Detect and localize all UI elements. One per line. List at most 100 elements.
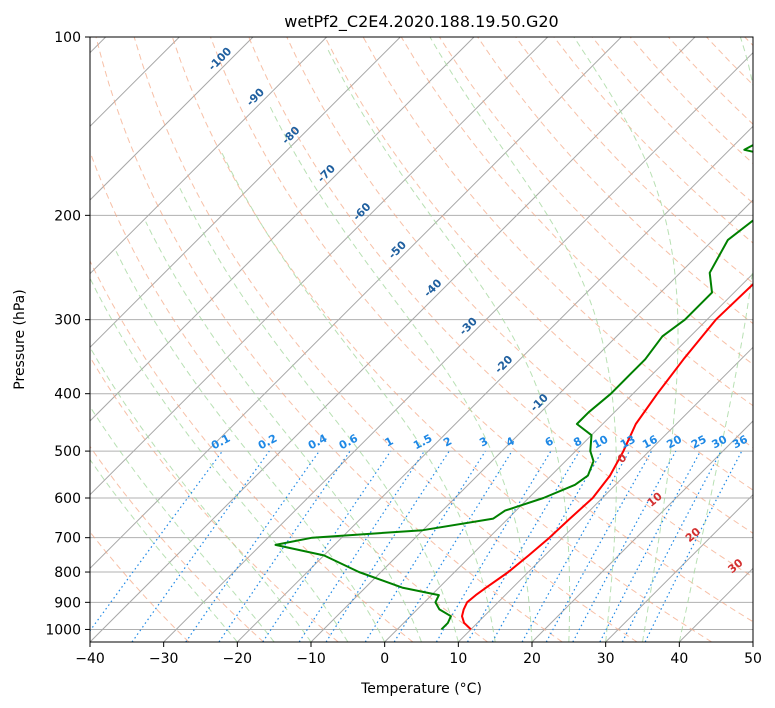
plot-frame: [89, 36, 754, 643]
x-axis-ticks: −40 −30 −20 −10 0 10 20 30 40 50: [75, 642, 762, 667]
mixing-ratio-line: [599, 450, 702, 642]
mixing-ratio-line: [185, 450, 320, 642]
dry-adiabat-line: [515, 37, 753, 284]
dry-adiabat-label: -100: [206, 44, 235, 73]
mixing-ratio-line: [90, 450, 223, 632]
dry-adiabat-label: -30: [457, 314, 480, 337]
dry-adiabat-label: -60: [350, 200, 373, 223]
isotherm-line: [457, 346, 753, 642]
moist-adiabats: [90, 37, 753, 642]
mixing-ratio-line: [393, 450, 513, 642]
dry-adiabat-line: [324, 37, 753, 491]
moist-adiabat-line: [90, 346, 312, 642]
dry-adiabat-line: [90, 356, 339, 642]
mixing-ratio-label: 25: [689, 433, 709, 452]
x-tick-label: 40: [670, 651, 688, 667]
mixing-ratio-label: 30: [710, 433, 730, 452]
moist-adiabat-line: [90, 405, 275, 642]
moist-adiabat-line: [327, 49, 571, 642]
mixing-ratio-label: 0.2: [256, 432, 279, 453]
dry-adiabat-line: [210, 37, 753, 623]
dry-adiabat-label: -80: [279, 124, 302, 147]
dry-adiabat-line: [95, 37, 563, 642]
y-tick-label: 1000: [45, 622, 81, 638]
moist-adiabat-line: [90, 458, 238, 642]
isotherm-line: [90, 37, 696, 642]
moist-adiabat-line: [268, 104, 533, 642]
isotherm-line: [90, 37, 475, 422]
mixing-ratio-label: 16: [640, 433, 660, 452]
isotherm-line: [90, 37, 549, 496]
dry-adiabat-line: [706, 37, 753, 86]
dry-adiabat-line: [90, 531, 190, 642]
dry-adiabat-label: -90: [244, 85, 267, 108]
moist-adiabat-line: [115, 251, 386, 642]
moist-adiabat-label: 10: [645, 489, 665, 509]
chart-title: wetPf2_C2E4.2020.188.19.50.G20: [284, 12, 558, 32]
moist-adiabat-line: [145, 221, 422, 642]
isotherm-line: [163, 51, 753, 642]
mixing-ratio-label: 20: [664, 433, 684, 452]
dry-adiabat-line: [286, 37, 753, 534]
dry-adiabat-line: [668, 37, 753, 125]
x-axis-label: Temperature (°C): [360, 681, 482, 697]
y-tick-label: 800: [54, 565, 81, 581]
mixing-ratio-line: [298, 450, 425, 642]
mixing-ratio-line: [218, 450, 351, 642]
moist-adiabat-line: [219, 149, 496, 642]
dry-adiabat-line: [591, 37, 753, 204]
profile-series: [274, 143, 753, 631]
isotherm-line: [90, 37, 401, 349]
y-tick-label: 100: [54, 30, 81, 46]
y-tick-label: 600: [54, 491, 81, 507]
moist-adiabat-label: 40: [771, 584, 775, 604]
mixing-ratio-label: 0.1: [209, 432, 232, 453]
mixing-ratio-line: [131, 450, 270, 642]
x-tick-label: 0: [380, 651, 389, 667]
mixing-ratio-lines: [90, 450, 743, 642]
dry-adiabat-label: -50: [386, 238, 409, 261]
mixing-ratio-label: 10: [591, 433, 611, 452]
plot-area: 0.1 0.2 0.4 0.6 1 1.5 2 3 4 6 8 10 13 16 20 25 30 36-100-…: [90, 37, 775, 642]
y-axis-label: Pressure (hPa): [12, 289, 28, 389]
x-tick-label: −40: [75, 651, 105, 667]
x-tick-label: 20: [523, 651, 541, 667]
skewed-isotherms: [90, 37, 753, 642]
mixing-ratio-label: 1.5: [411, 432, 434, 453]
dry-adiabat-label: -70: [315, 162, 338, 185]
dry-adiabat-line: [744, 37, 753, 47]
dry-adiabat-line: [553, 37, 753, 244]
x-tick-label: −20: [223, 651, 253, 667]
moist-adiabat-line: [678, 37, 753, 642]
dry-adiabat-line: [90, 259, 414, 642]
y-tick-label: 700: [54, 531, 81, 547]
mixing-ratio-line: [572, 450, 677, 642]
dry-adiabat-label: -20: [492, 353, 515, 376]
mixing-ratio-label: 13: [618, 433, 638, 452]
dry-adiabat-label: -10: [528, 391, 551, 414]
y-tick-label: 500: [54, 444, 81, 460]
x-tick-label: 30: [597, 651, 615, 667]
moist-adiabat-label: 20: [683, 525, 703, 545]
dry-adiabat-line: [248, 37, 753, 578]
mixing-ratio-line: [262, 450, 392, 642]
dry-adiabat-line: [171, 37, 712, 642]
mixing-ratio-label: 0.4: [306, 432, 330, 453]
dry-adiabats: [90, 37, 753, 642]
mixing-ratio-label: 1: [383, 434, 396, 449]
mixing-ratio-label: 3: [477, 434, 490, 449]
mixing-ratio-label: 36: [730, 433, 750, 452]
isotherm-line: [678, 567, 753, 642]
y-tick-label: 900: [54, 595, 81, 611]
isotherm-line: [90, 37, 328, 275]
isotherm-line: [384, 272, 753, 642]
y-axis-ticks: 100 200 300 400 500 600 700 800 900 1000: [45, 30, 90, 638]
mixing-ratio-line: [466, 450, 580, 642]
y-tick-label: 200: [54, 208, 81, 224]
moist-adiabat-line: [90, 277, 349, 642]
moist-adiabat-line: [179, 187, 459, 642]
x-tick-label: −10: [296, 651, 326, 667]
y-tick-label: 300: [54, 313, 81, 329]
x-tick-label: 50: [744, 651, 762, 667]
